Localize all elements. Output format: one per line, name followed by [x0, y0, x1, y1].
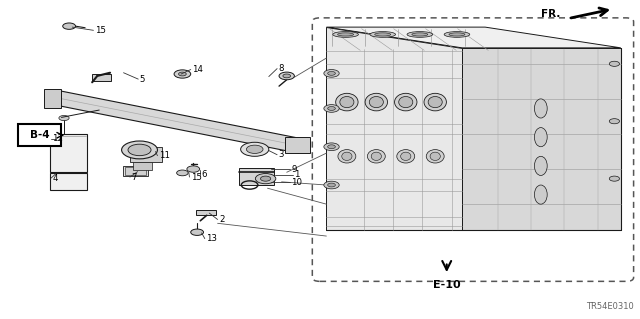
Circle shape [279, 72, 294, 80]
Circle shape [177, 170, 188, 176]
Circle shape [174, 70, 191, 78]
Ellipse shape [338, 150, 356, 163]
Ellipse shape [367, 150, 385, 163]
Text: 4: 4 [52, 174, 58, 182]
Ellipse shape [394, 93, 417, 111]
Ellipse shape [342, 152, 352, 160]
Text: 2: 2 [219, 215, 225, 224]
Circle shape [328, 71, 335, 75]
Bar [133, 162, 152, 170]
Ellipse shape [412, 33, 428, 36]
Circle shape [324, 70, 339, 77]
Text: 14: 14 [192, 65, 203, 74]
Circle shape [128, 144, 151, 156]
Circle shape [283, 74, 291, 78]
Ellipse shape [375, 33, 390, 36]
Circle shape [241, 142, 269, 156]
Ellipse shape [397, 150, 415, 163]
Text: 5: 5 [140, 75, 145, 84]
Text: 13: 13 [206, 234, 217, 243]
Circle shape [324, 181, 339, 189]
Text: FR.: FR. [541, 9, 560, 19]
Text: 7: 7 [131, 173, 137, 182]
Text: E-10: E-10 [433, 280, 461, 290]
Ellipse shape [449, 33, 465, 36]
Ellipse shape [534, 156, 547, 175]
Text: 1: 1 [294, 170, 300, 179]
Bar [18, 124, 61, 146]
Ellipse shape [430, 152, 440, 160]
Text: 10: 10 [291, 178, 302, 187]
Bar [92, 74, 111, 81]
Circle shape [179, 72, 186, 76]
Ellipse shape [534, 128, 547, 147]
Text: 3: 3 [278, 150, 284, 159]
Circle shape [609, 61, 620, 66]
Circle shape [328, 145, 335, 149]
Ellipse shape [426, 150, 444, 163]
Circle shape [324, 143, 339, 151]
Circle shape [59, 115, 69, 121]
Text: 6: 6 [202, 170, 207, 179]
Ellipse shape [428, 96, 442, 108]
Ellipse shape [534, 185, 547, 204]
Text: 12: 12 [52, 134, 63, 143]
Ellipse shape [407, 32, 433, 37]
Ellipse shape [340, 96, 354, 108]
Bar [239, 168, 274, 185]
Text: 9: 9 [291, 165, 296, 174]
Polygon shape [462, 48, 621, 230]
Circle shape [246, 145, 263, 153]
Ellipse shape [424, 93, 447, 111]
Circle shape [324, 105, 339, 112]
Bar [285, 137, 310, 153]
Text: 11: 11 [159, 151, 170, 160]
Circle shape [328, 183, 335, 187]
Bar [50, 173, 87, 190]
Circle shape [191, 229, 204, 235]
Polygon shape [326, 27, 621, 48]
Ellipse shape [399, 96, 413, 108]
Ellipse shape [534, 99, 547, 118]
Circle shape [122, 141, 157, 159]
Circle shape [63, 23, 76, 29]
Polygon shape [49, 91, 309, 153]
Text: 15: 15 [191, 173, 202, 182]
Ellipse shape [336, 93, 358, 111]
Circle shape [260, 176, 271, 181]
Ellipse shape [370, 32, 396, 37]
Text: 15: 15 [95, 26, 106, 35]
Circle shape [328, 107, 335, 110]
Circle shape [255, 174, 276, 184]
Bar [196, 210, 216, 215]
Bar [130, 147, 162, 162]
Ellipse shape [338, 33, 354, 36]
Text: TR54E0310: TR54E0310 [586, 302, 634, 311]
Ellipse shape [444, 32, 470, 37]
Bar [44, 89, 61, 108]
Circle shape [187, 166, 200, 172]
Ellipse shape [371, 152, 381, 160]
Ellipse shape [365, 93, 388, 111]
Circle shape [609, 176, 620, 181]
Ellipse shape [369, 96, 383, 108]
Circle shape [609, 119, 620, 124]
Ellipse shape [401, 152, 411, 160]
Text: B-4: B-4 [30, 130, 49, 140]
Bar [123, 166, 148, 176]
Bar [125, 167, 146, 175]
Ellipse shape [333, 32, 358, 37]
Text: 8: 8 [278, 64, 284, 73]
Polygon shape [326, 27, 462, 230]
Bar [50, 134, 87, 172]
